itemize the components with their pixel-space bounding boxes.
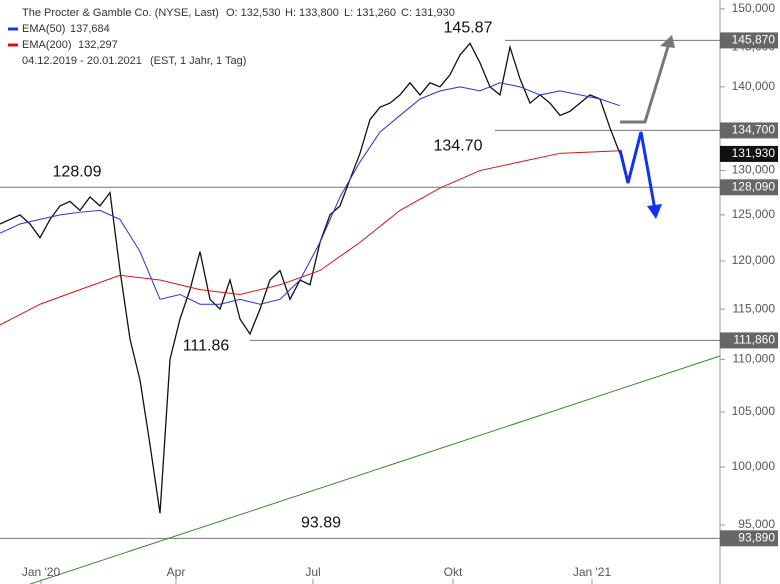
legend-swatch [8,43,18,47]
close: C: 131,930 [401,7,455,19]
level-box [720,122,778,139]
last-price-label: 131,930 [732,146,776,160]
legend-value: 132,297 [78,39,118,51]
y-tick-label: 95,000 [738,517,775,531]
header: The Procter & Gamble Co. (NYSE, Last) O:… [22,7,455,67]
up-scenario-arrow [620,39,672,124]
info: (EST, 1 Jahr, 1 Tag) [150,55,246,67]
y-tick-label: 120,000 [732,253,776,267]
x-tick-label: Jan '20 [22,565,61,579]
plot [0,39,721,584]
arrow-head [660,35,675,48]
y-tick-label: 115,000 [733,301,776,315]
level-box [720,332,778,349]
y-tick-label: 125,000 [732,207,776,221]
series-line [0,82,621,305]
y-tick-label: 130,000 [732,163,776,177]
level-label: 145,870 [732,33,776,47]
high: H: 133,800 [285,7,339,19]
level-box [720,530,778,547]
level-annotation: 145.87 [444,20,493,37]
last-price-box [720,145,778,162]
legend-swatch [8,27,18,31]
y-tick-label: 110,000 [733,352,776,366]
title: The Procter & Gamble Co. (NYSE, Last) [22,7,219,19]
level-label: 93,890 [738,530,775,544]
y-tick-label: 100,000 [732,459,776,473]
legend-name: EMA(200) [22,39,72,51]
level-label: 134,700 [732,123,776,137]
level-box [720,179,778,196]
level-box [720,32,778,49]
series-line [0,150,621,326]
level-annotation: 111.86 [183,338,230,355]
level-label: 128,090 [732,179,776,193]
open: O: 132,530 [226,7,280,19]
x-tick-label: Okt [444,565,463,579]
legend-value: 137,684 [70,23,110,35]
series-line [0,42,621,514]
down-scenario-arrow [618,131,657,211]
arrow-head [647,204,662,219]
x-tick-label: Jan '21 [573,565,612,579]
y-tick-label: 140,000 [732,79,776,93]
legend-name: EMA(50) [22,23,65,35]
x-tick-label: Jul [305,565,320,579]
y-tick-label: 150,000 [732,1,776,15]
level-annotation: 93.89 [301,515,341,532]
level-annotation: 128.09 [53,164,102,181]
level-label: 111,860 [733,333,775,347]
low: L: 131,260 [344,7,396,19]
x-tick-label: Apr [167,565,186,579]
date-range: 04.12.2019 - 20.01.2021 [22,55,142,67]
y-tick-label: 105,000 [732,404,776,418]
trendline [28,355,721,584]
level-annotation: 134.70 [434,138,483,155]
